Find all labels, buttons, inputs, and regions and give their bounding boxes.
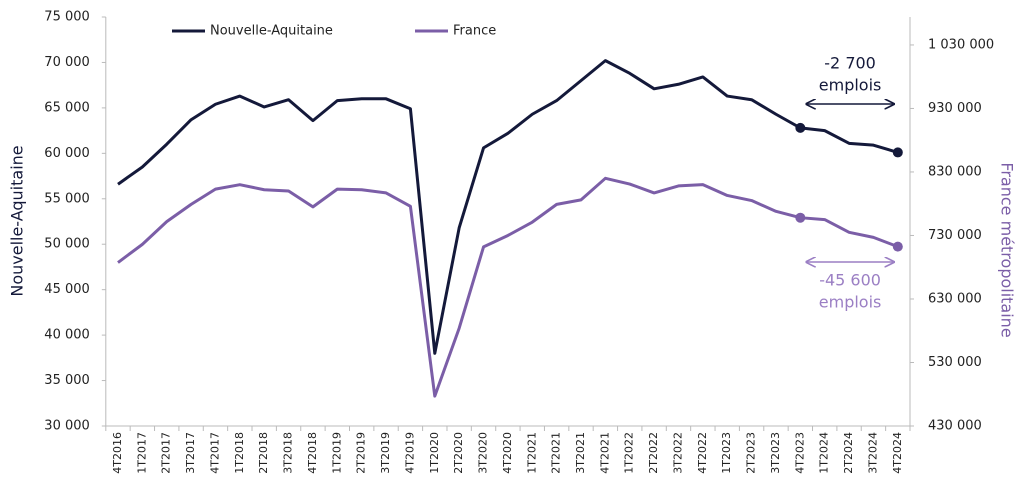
x-tick-label: 1T2021 bbox=[525, 432, 538, 474]
legend-label: Nouvelle-Aquitaine bbox=[210, 24, 333, 39]
highlight-point bbox=[892, 147, 903, 158]
y2-axis-title: France métropolitaine bbox=[998, 162, 1017, 337]
x-tick-label: 1T2017 bbox=[135, 432, 148, 474]
x-tick-label: 2T2020 bbox=[452, 432, 465, 474]
x-tick-label: 2T2019 bbox=[355, 432, 368, 474]
x-tick-label: 2T2024 bbox=[842, 432, 855, 474]
y2-tick-label: 630 000 bbox=[928, 291, 982, 306]
x-tick-label: 2T2023 bbox=[745, 432, 758, 474]
y2-tick-label: 430 000 bbox=[928, 419, 982, 434]
highlight-point bbox=[795, 122, 806, 133]
x-tick-label: 3T2021 bbox=[574, 432, 587, 474]
x-tick-label: 4T2024 bbox=[891, 432, 904, 474]
y-tick-label: 40 000 bbox=[44, 328, 90, 343]
y-tick-label: 50 000 bbox=[44, 237, 90, 252]
x-tick-label: 4T2017 bbox=[208, 432, 221, 474]
y-tick-label: 30 000 bbox=[44, 419, 90, 434]
x-tick-label: 4T2019 bbox=[403, 432, 416, 474]
highlight-point bbox=[892, 241, 903, 252]
highlight-point bbox=[795, 212, 806, 223]
y2-tick-label: 530 000 bbox=[928, 355, 982, 370]
x-tick-label: 4T2022 bbox=[696, 432, 709, 474]
x-tick-label: 4T2021 bbox=[598, 432, 611, 474]
annotation-text: -2 700 bbox=[824, 54, 876, 73]
x-tick-label: 4T2020 bbox=[501, 432, 514, 474]
y2-tick-label: 1 030 000 bbox=[928, 37, 994, 52]
x-tick-label: 3T2018 bbox=[282, 432, 295, 474]
y-tick-label: 60 000 bbox=[44, 146, 90, 161]
x-tick-label: 2T2018 bbox=[257, 432, 270, 474]
annotation-text: emplois bbox=[819, 293, 882, 312]
x-tick-label: 4T2016 bbox=[111, 432, 124, 474]
x-tick-label: 1T2018 bbox=[233, 432, 246, 474]
y-tick-label: 70 000 bbox=[44, 55, 90, 70]
x-tick-label: 1T2020 bbox=[428, 432, 441, 474]
x-tick-label: 1T2022 bbox=[623, 432, 636, 474]
x-tick-label: 4T2018 bbox=[306, 432, 319, 474]
annotation-text: emplois bbox=[819, 76, 882, 95]
y-axis-title: Nouvelle-Aquitaine bbox=[8, 145, 27, 296]
x-tick-label: 2T2022 bbox=[647, 432, 660, 474]
series-line bbox=[117, 176, 899, 398]
y2-tick-label: 730 000 bbox=[928, 228, 982, 243]
x-tick-label: 3T2024 bbox=[866, 432, 879, 474]
x-tick-label: 1T2024 bbox=[818, 432, 831, 474]
series-line bbox=[117, 59, 899, 355]
legend-label: France bbox=[453, 24, 496, 39]
x-tick-label: 1T2023 bbox=[720, 432, 733, 474]
x-tick-label: 3T2022 bbox=[671, 432, 684, 474]
x-tick-label: 1T2019 bbox=[330, 432, 343, 474]
y-tick-label: 75 000 bbox=[44, 10, 90, 25]
x-tick-label: 3T2017 bbox=[184, 432, 197, 474]
y-tick-label: 35 000 bbox=[44, 373, 90, 388]
x-tick-label: 3T2020 bbox=[477, 432, 490, 474]
y2-tick-label: 930 000 bbox=[928, 101, 982, 116]
x-tick-label: 4T2023 bbox=[793, 432, 806, 474]
y-tick-label: 55 000 bbox=[44, 191, 90, 206]
y2-tick-label: 830 000 bbox=[928, 164, 982, 179]
x-tick-label: 2T2021 bbox=[550, 432, 563, 474]
x-tick-label: 3T2019 bbox=[379, 432, 392, 474]
y-tick-label: 45 000 bbox=[44, 282, 90, 297]
x-tick-label: 2T2017 bbox=[160, 432, 173, 474]
annotation-text: -45 600 bbox=[819, 271, 881, 290]
y-tick-label: 65 000 bbox=[44, 100, 90, 115]
x-tick-label: 3T2023 bbox=[769, 432, 782, 474]
